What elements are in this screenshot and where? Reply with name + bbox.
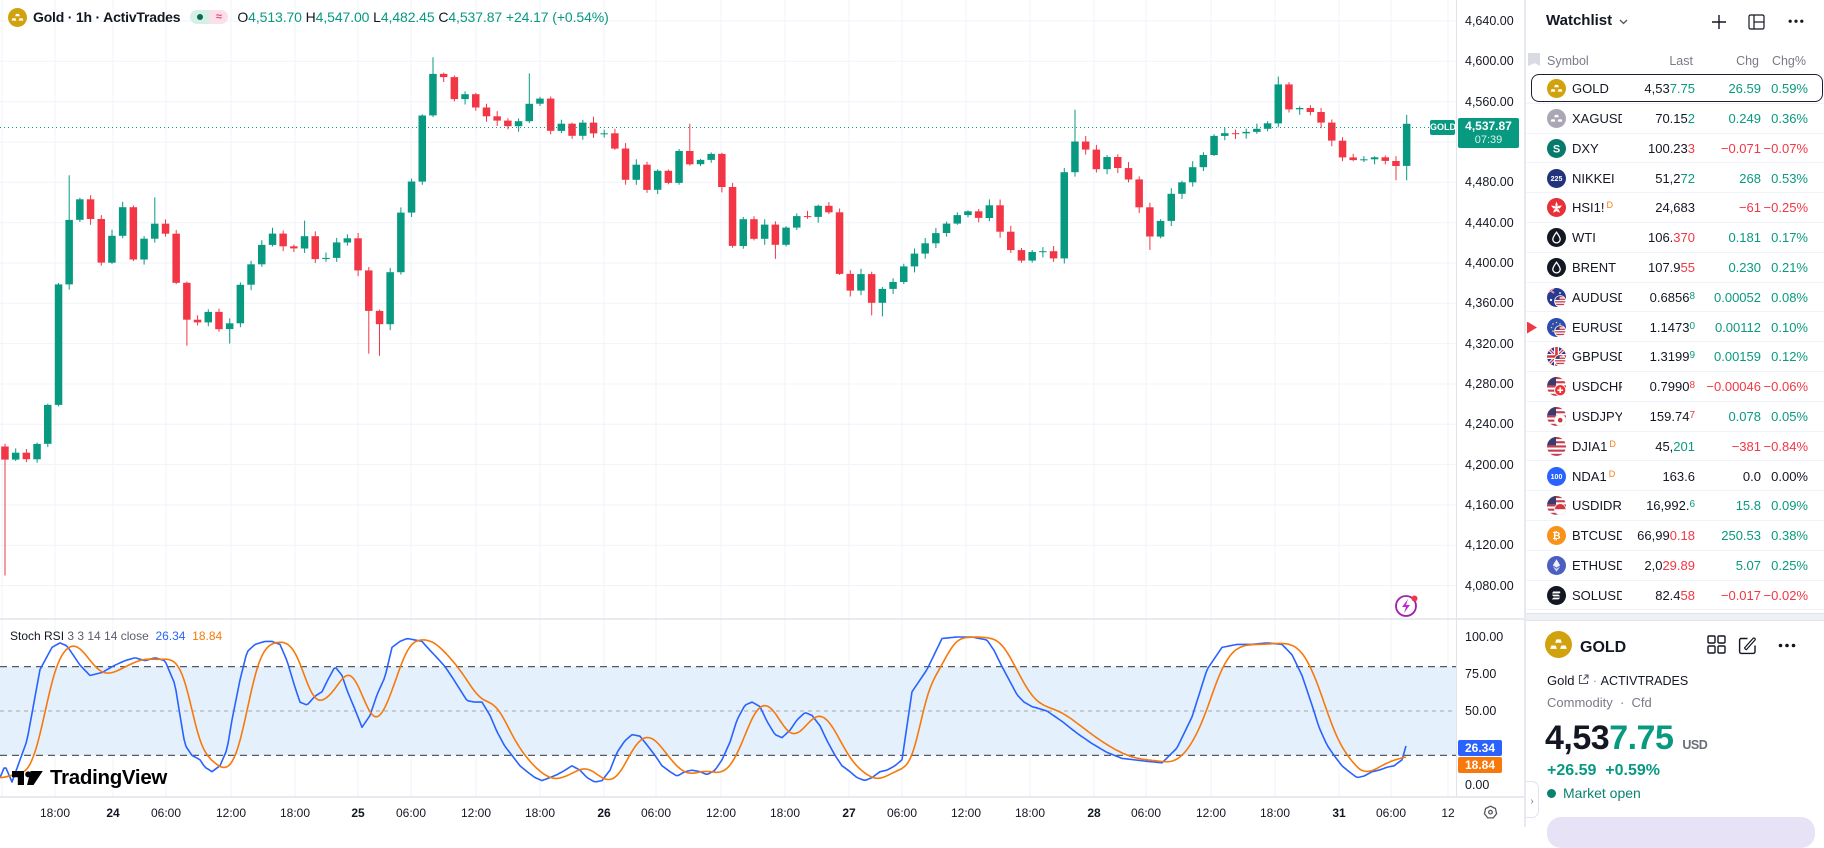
svg-text:S: S xyxy=(1553,143,1560,155)
svg-text:100: 100 xyxy=(1551,474,1563,481)
svg-text:225: 225 xyxy=(1551,176,1563,183)
svg-text:₿: ₿ xyxy=(1552,530,1560,542)
